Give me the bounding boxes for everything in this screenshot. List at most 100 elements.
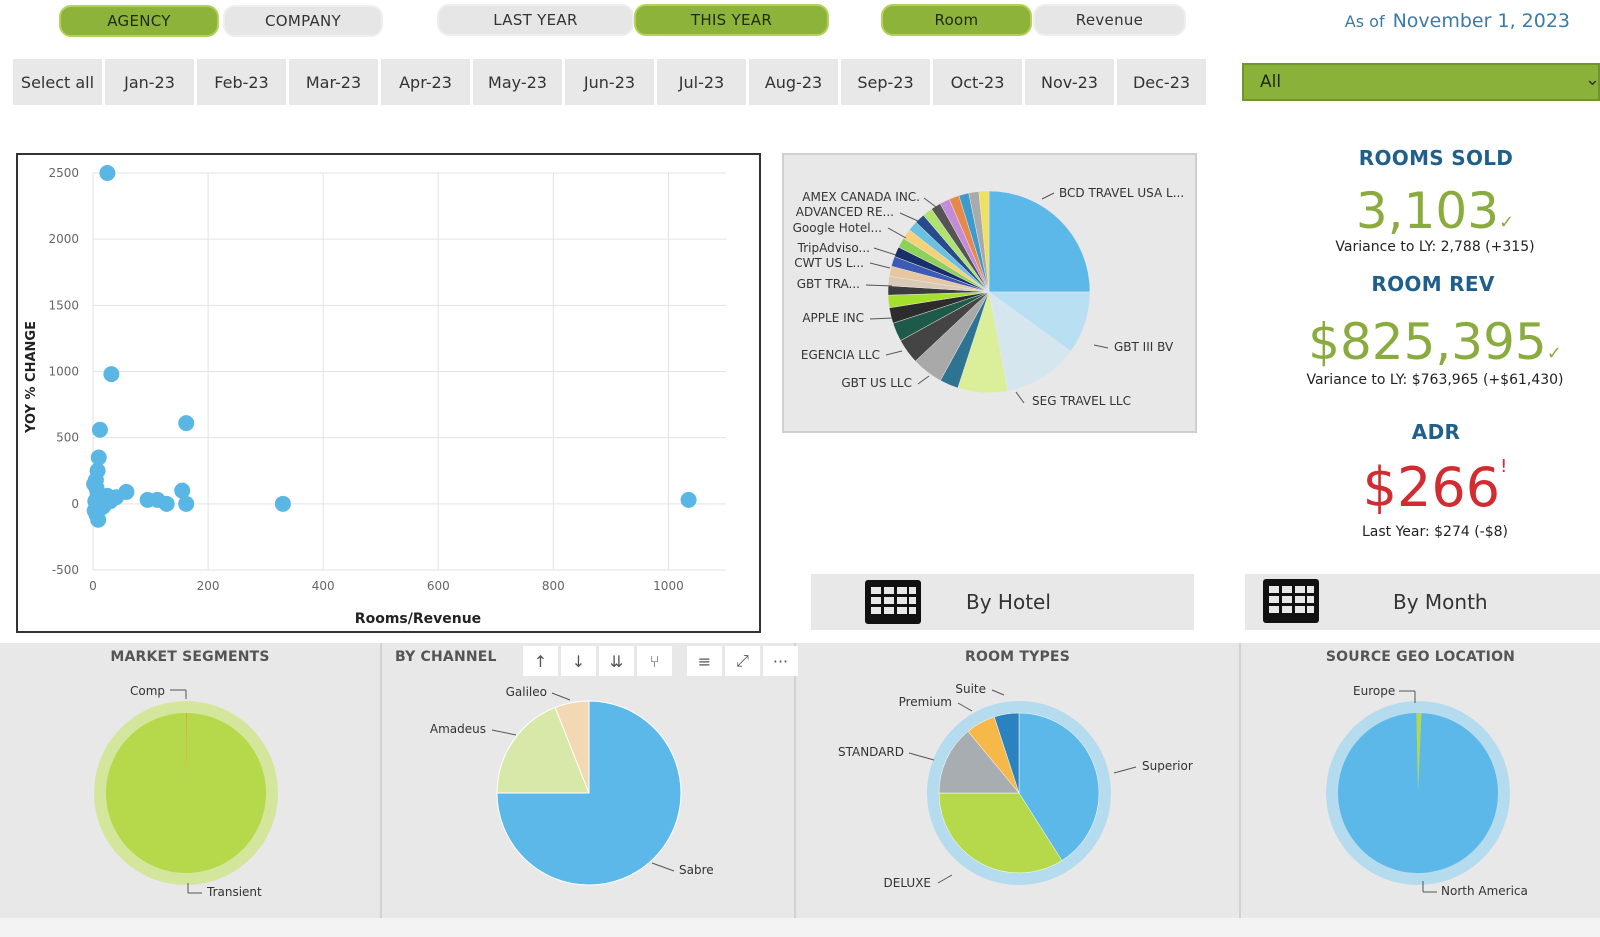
pie-slice[interactable] bbox=[186, 713, 188, 793]
pie-slice[interactable] bbox=[938, 792, 1063, 874]
dropdown-value: All bbox=[1260, 72, 1282, 92]
as-of-label: As of bbox=[1344, 12, 1385, 31]
month-select-all[interactable]: Select all bbox=[13, 59, 102, 105]
pie-slice[interactable] bbox=[1416, 713, 1422, 793]
x-tick-label: 600 bbox=[427, 579, 450, 593]
arrow-up-icon[interactable]: ↑ bbox=[523, 646, 558, 676]
agency-pie-svg: BCD TRAVEL USA L... GBT III BV SEG TRAVEL … bbox=[793, 186, 1185, 408]
panel-title: MARKET SEGMENTS bbox=[110, 649, 270, 665]
focus-mode-icon[interactable]: ⤢ bbox=[725, 646, 760, 676]
chevron-down-icon: ⌄ bbox=[1584, 69, 1600, 90]
month-item[interactable]: Aug-23 bbox=[749, 59, 838, 105]
slice-label: GBT US LLC bbox=[841, 376, 912, 390]
pie-slice[interactable] bbox=[1018, 712, 1100, 861]
hotel-filter-dropdown[interactable]: All ⌄ bbox=[1242, 63, 1600, 101]
scatter-chart: -500 0 500 1000 1500 2000 2500 0 200 400 600 800 100… bbox=[16, 153, 761, 633]
pie-slice[interactable] bbox=[496, 700, 682, 886]
table-icon bbox=[865, 580, 921, 624]
month-item[interactable]: May-23 bbox=[473, 59, 562, 105]
scatter-point[interactable] bbox=[103, 366, 120, 383]
slice-label: GBT III BV bbox=[1114, 340, 1174, 354]
source-geo-pie: Europe North America bbox=[1326, 684, 1528, 898]
pie-slice[interactable] bbox=[978, 190, 990, 293]
company-toggle[interactable]: COMPANY bbox=[223, 5, 383, 37]
leader-line bbox=[923, 197, 937, 208]
scatter-point[interactable] bbox=[108, 489, 125, 506]
page-footer bbox=[0, 918, 1600, 937]
rooms-sold-title: ROOMS SOLD bbox=[1358, 146, 1514, 170]
pie-slice[interactable] bbox=[993, 712, 1020, 794]
this-year-toggle[interactable]: THIS YEAR bbox=[634, 4, 829, 36]
leader-line bbox=[885, 350, 903, 356]
scatter-point[interactable] bbox=[91, 421, 108, 438]
scatter-point[interactable] bbox=[178, 415, 195, 432]
double-arrow-down-icon[interactable]: ⇊ bbox=[599, 646, 634, 676]
leader-line bbox=[899, 212, 919, 222]
slice-label: Sabre bbox=[679, 863, 714, 877]
leader-line bbox=[869, 262, 891, 269]
pie-slice[interactable] bbox=[554, 700, 590, 794]
month-item[interactable]: Sep-23 bbox=[841, 59, 930, 105]
scatter-point[interactable] bbox=[178, 495, 195, 512]
scatter-point[interactable] bbox=[174, 482, 191, 499]
leader-line bbox=[491, 729, 517, 736]
by-month-button[interactable]: By Month bbox=[1245, 574, 1600, 630]
slice-label: TripAdviso... bbox=[797, 241, 870, 255]
leader-line bbox=[937, 874, 953, 884]
visual-toolbar: ↑ ↓ ⇊ ⑂ ≡ ⤢ ··· bbox=[523, 646, 798, 676]
month-item[interactable]: Dec-23 bbox=[1117, 59, 1206, 105]
agency-toggle[interactable]: AGENCY bbox=[59, 5, 219, 37]
revenue-toggle[interactable]: Revenue bbox=[1033, 4, 1186, 36]
pie-slice[interactable] bbox=[496, 706, 590, 794]
scatter-point[interactable] bbox=[86, 475, 103, 492]
scatter-point[interactable] bbox=[90, 449, 107, 466]
by-channel-pie: Sabre Amadeus Galileo bbox=[430, 685, 714, 886]
arrow-down-icon[interactable]: ↓ bbox=[561, 646, 596, 676]
scatter-point[interactable] bbox=[274, 495, 291, 512]
slice-label: APPLE INC bbox=[802, 311, 864, 325]
filter-icon[interactable]: ≡ bbox=[687, 646, 722, 676]
pie-slice[interactable] bbox=[988, 190, 1091, 293]
slice-label: Suite bbox=[955, 682, 986, 696]
more-options-icon[interactable]: ··· bbox=[763, 646, 798, 676]
last-year-toggle[interactable]: LAST YEAR bbox=[437, 4, 634, 36]
scatter-point[interactable] bbox=[680, 491, 697, 508]
by-channel-panel: BY CHANNEL Sabre Amadeus Galileo bbox=[382, 643, 796, 918]
scatter-point[interactable] bbox=[158, 495, 175, 512]
slice-label: Superior bbox=[1142, 759, 1193, 773]
month-item[interactable]: Apr-23 bbox=[381, 59, 470, 105]
scatter-point[interactable] bbox=[99, 165, 116, 181]
leader-line bbox=[887, 227, 907, 239]
pie-slice[interactable] bbox=[938, 731, 1020, 794]
pie-slice[interactable] bbox=[1338, 713, 1498, 873]
slice-label: BCD TRAVEL USA L... bbox=[1059, 186, 1184, 200]
adr-number: $266 bbox=[1362, 456, 1501, 519]
month-item[interactable]: Jun-23 bbox=[565, 59, 654, 105]
month-slicer: Select all Jan-23 Feb-23 Mar-23 Apr-23 M… bbox=[13, 59, 1206, 105]
x-axis-label: Rooms/Revenue bbox=[355, 611, 481, 627]
market-segments-pie: Comp Transient bbox=[94, 684, 278, 899]
leader-line bbox=[991, 689, 1005, 696]
room-toggle[interactable]: Room bbox=[881, 4, 1032, 36]
slice-label: ADVANCED RE... bbox=[796, 205, 894, 219]
expand-hierarchy-icon[interactable]: ⑂ bbox=[637, 646, 672, 676]
month-item[interactable]: Jan-23 bbox=[105, 59, 194, 105]
leader-line bbox=[869, 317, 893, 320]
as-of-value: November 1, 2023 bbox=[1392, 10, 1570, 32]
panel-title: BY CHANNEL bbox=[395, 649, 497, 665]
check-icon: ✓ bbox=[1546, 343, 1562, 364]
x-tick-label: 1000 bbox=[653, 579, 684, 593]
pie-slice[interactable] bbox=[988, 291, 1072, 392]
pie-slice[interactable] bbox=[105, 713, 266, 873]
month-item[interactable]: Jul-23 bbox=[657, 59, 746, 105]
check-icon: ✓ bbox=[1499, 212, 1515, 233]
by-hotel-button[interactable]: By Hotel bbox=[811, 574, 1194, 630]
panel-title: ROOM TYPES bbox=[965, 649, 1070, 665]
month-item[interactable]: Mar-23 bbox=[289, 59, 378, 105]
month-item[interactable]: Nov-23 bbox=[1025, 59, 1114, 105]
source-geo-panel: SOURCE GEO LOCATION Europe North America bbox=[1241, 643, 1600, 918]
month-item[interactable]: Oct-23 bbox=[933, 59, 1022, 105]
month-item[interactable]: Feb-23 bbox=[197, 59, 286, 105]
slice-label: Transient bbox=[206, 885, 262, 899]
rooms-sold-value: 3,103✓ bbox=[1255, 182, 1600, 240]
